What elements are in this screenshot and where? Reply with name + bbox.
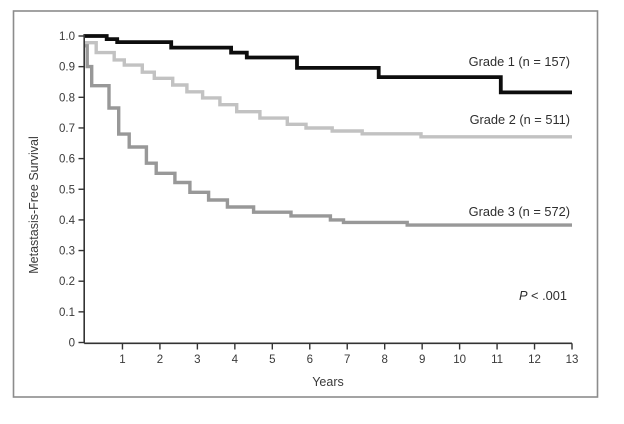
x-tick-label: 7: [344, 354, 350, 366]
p-value-text: < .001: [528, 288, 568, 303]
x-tick-label: 12: [528, 354, 541, 366]
y-tick-label: 0: [69, 338, 75, 350]
x-tick-label: 5: [269, 354, 275, 366]
series-label-grade-2: Grade 2 (n = 511): [470, 112, 570, 127]
axis-ticks: 1.00.90.80.70.60.50.40.30.20.101 2 3 4 5 6 7 8 9…: [59, 31, 578, 366]
x-tick-label: 3: [194, 354, 200, 366]
y-tick-label: 0.7: [59, 123, 75, 135]
survival-curve-grade-3: [85, 44, 572, 227]
y-axis-title: Metastasis-Free Survival: [27, 136, 41, 274]
y-tick-label: 0.9: [59, 62, 75, 74]
x-tick-label: 2: [157, 354, 163, 366]
y-tick-label: 0.5: [59, 184, 75, 196]
x-tick-label: 10: [453, 354, 466, 366]
y-tick-label: 1.0: [59, 31, 75, 43]
survival-curve-grade-1: [85, 34, 572, 95]
survival-curves: [85, 34, 572, 227]
x-tick-label: 4: [232, 354, 239, 366]
p-value-annotation: P < .001: [519, 288, 567, 303]
p-value-symbol: P: [519, 288, 528, 303]
x-tick-label: 13: [566, 354, 579, 366]
y-tick-label: 0.1: [59, 307, 75, 319]
series-label-grade-1: Grade 1 (n = 157): [469, 54, 570, 69]
y-tick-label: 0.4: [59, 215, 76, 227]
x-tick-label: 1: [119, 354, 125, 366]
survival-curve-grade-2: [85, 41, 572, 139]
x-tick-label: 9: [419, 354, 425, 366]
y-tick-label: 0.6: [59, 154, 75, 166]
y-tick-label: 0.2: [59, 276, 75, 288]
x-tick-label: 11: [491, 354, 503, 366]
y-tick-label: 0.3: [59, 246, 75, 258]
x-axis-title: Years: [312, 375, 344, 389]
y-tick-label: 0.8: [59, 92, 75, 104]
x-tick-label: 8: [381, 354, 387, 366]
series-label-grade-3: Grade 3 (n = 572): [469, 204, 570, 219]
x-tick-label: 6: [307, 354, 313, 366]
